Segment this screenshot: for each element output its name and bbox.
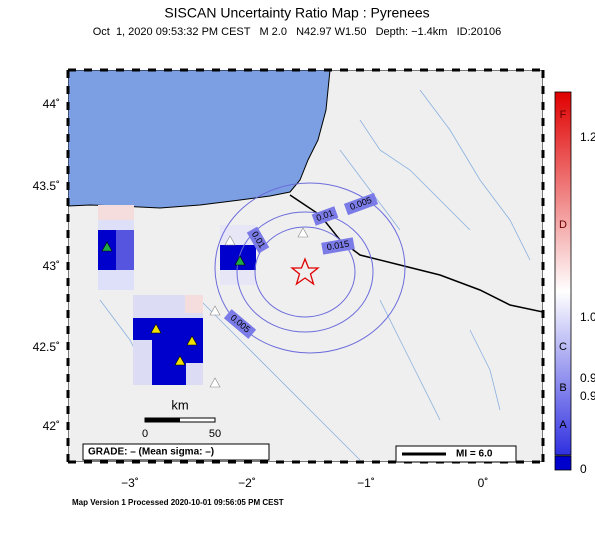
contours bbox=[214, 182, 406, 354]
lat-label: 43˚ bbox=[43, 259, 60, 273]
colorbar-value: 0.9 bbox=[580, 389, 595, 403]
contour-labels: 0.005 0.01 0.015 0.01 0.005 bbox=[223, 192, 379, 339]
ocean bbox=[68, 70, 331, 209]
title: SISCAN Uncertainty Ratio Map : Pyrenees bbox=[164, 5, 429, 21]
rivers bbox=[99, 89, 531, 461]
map-area: 0.005 0.01 0.015 0.01 0.005 bbox=[68, 70, 543, 462]
subtitle: Oct 1, 2020 09:53:32 PM CEST M 2.0 N42.9… bbox=[93, 26, 502, 38]
lon-label: −2˚ bbox=[238, 476, 256, 490]
grade-letter: C bbox=[559, 341, 567, 353]
lat-label: 44˚ bbox=[43, 97, 60, 111]
stations bbox=[101, 227, 309, 388]
ratio-cells bbox=[98, 205, 256, 385]
footer: Map Version 1 Processed 2020-10-01 09:56… bbox=[72, 498, 284, 507]
lat-label: 42˚ bbox=[43, 419, 60, 433]
colorbar-value: 1.0 bbox=[580, 310, 595, 324]
grade-box bbox=[82, 443, 270, 461]
border bbox=[289, 194, 543, 313]
lon-label: −1˚ bbox=[357, 476, 375, 490]
grade-letter: A bbox=[559, 419, 567, 431]
lon-label: 0˚ bbox=[478, 476, 489, 490]
grade-letter: F bbox=[560, 109, 567, 121]
contour-label: 0.015 bbox=[326, 239, 350, 253]
intensity-legend: MI = 6.0 bbox=[456, 449, 493, 460]
colorbar-value: 0 bbox=[580, 462, 587, 476]
grade-letter: B bbox=[559, 382, 566, 394]
intensity-box bbox=[395, 445, 517, 463]
frame-ticks bbox=[66, 68, 545, 464]
lat-label: 43.5˚ bbox=[33, 179, 60, 193]
lon-label: −3˚ bbox=[121, 476, 139, 490]
colorbar: F D C B A 1.2 1.0 0.9 0.9 0 bbox=[554, 91, 595, 476]
grade-letter: D bbox=[559, 219, 567, 231]
longitude-axis: −3˚ −2˚ −1˚ 0˚ bbox=[121, 476, 488, 490]
epicenter bbox=[290, 257, 320, 286]
scale-tick: 0 bbox=[142, 428, 148, 440]
latitude-axis: 44˚ 43.5˚ 43˚ 42.5˚ 42˚ bbox=[33, 97, 60, 433]
colorbar-value: 1.2 bbox=[580, 130, 595, 144]
scale-tick: 50 bbox=[209, 428, 221, 440]
scale-unit: km bbox=[171, 397, 188, 412]
grade: GRADE: – (Mean sigma: –) bbox=[88, 447, 214, 458]
lat-label: 42.5˚ bbox=[33, 340, 60, 354]
scale-bar: km 0 50 bbox=[142, 397, 221, 439]
colorbar-value: 0.9 bbox=[580, 371, 595, 385]
